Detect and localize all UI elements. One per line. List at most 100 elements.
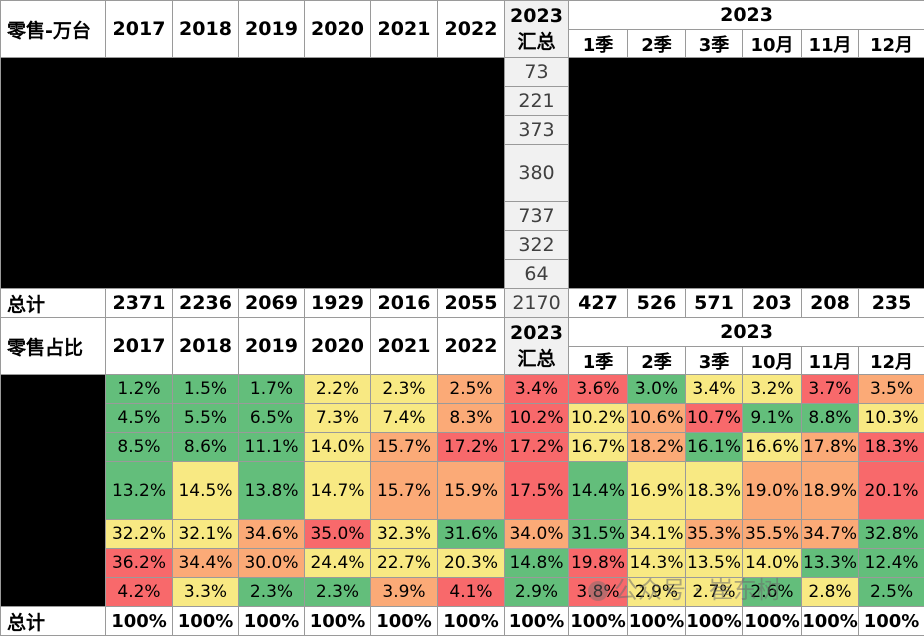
volume-period-header: 10月 [743, 30, 802, 58]
volume-total-summary: 2170 [505, 289, 569, 318]
share-year-header: 2020 [305, 318, 371, 375]
volume-period-header: 3季 [686, 30, 743, 58]
share-year-header: 2018 [173, 318, 239, 375]
share-cell: 24.4% [305, 549, 371, 578]
summary-value: 73 [505, 58, 569, 87]
share-cell: 15.7% [371, 433, 438, 462]
share-total-value: 100% [743, 607, 802, 636]
volume-period-header: 1季 [569, 30, 628, 58]
share-cell: 1.7% [239, 375, 305, 404]
share-cell: 10.2% [569, 404, 628, 433]
share-cell: 2.3% [239, 578, 305, 607]
share-cell: 31.5% [569, 520, 628, 549]
share-cell: 14.3% [628, 549, 686, 578]
share-cell: 18.3% [859, 433, 924, 462]
share-cell: 13.5% [686, 549, 743, 578]
share-total-value: 100% [438, 607, 505, 636]
volume-year-header: 2020 [305, 1, 371, 58]
share-cell: 13.2% [106, 462, 173, 520]
volume-total-row: 总计 2371 2236 2069 1929 2016 2055 2170 42… [1, 289, 924, 318]
share-cell: 32.3% [371, 520, 438, 549]
share-cell: 13.3% [802, 549, 859, 578]
share-cell: 2.3% [305, 578, 371, 607]
share-cell: 3.4% [505, 375, 569, 404]
share-period-header: 1季 [569, 347, 628, 375]
volume-period-header: 11月 [802, 30, 859, 58]
share-cell: 2.6% [743, 578, 802, 607]
share-cell: 35.0% [305, 520, 371, 549]
volume-period-header: 2季 [628, 30, 686, 58]
volume-total-period: 571 [686, 289, 743, 318]
share-cell: 7.4% [371, 404, 438, 433]
share-cell: 14.0% [743, 549, 802, 578]
summary-word: 汇总 [505, 346, 568, 372]
share-cell: 3.8% [569, 578, 628, 607]
summary-value: 221 [505, 87, 569, 116]
share-cell: 3.4% [686, 375, 743, 404]
volume-year-header: 2021 [371, 1, 438, 58]
share-row: 4.2%3.3%2.3%2.3%3.9%4.1%2.9%3.8%2.9%2.7%… [1, 578, 924, 607]
share-row: 1.2%1.5%1.7%2.2%2.3%2.5%3.4%3.6%3.0%3.4%… [1, 375, 924, 404]
share-cell: 9.1% [743, 404, 802, 433]
share-total-value: 100% [106, 607, 173, 636]
share-group-header: 2023 [569, 318, 924, 347]
share-cell: 2.8% [802, 578, 859, 607]
share-total-value: 100% [802, 607, 859, 636]
share-cell: 4.1% [438, 578, 505, 607]
share-cell: 5.5% [173, 404, 239, 433]
share-cell: 34.6% [239, 520, 305, 549]
share-cell: 14.0% [305, 433, 371, 462]
share-cell: 14.5% [173, 462, 239, 520]
share-cell: 34.7% [802, 520, 859, 549]
redacted-label-column [1, 375, 106, 607]
share-cell: 34.4% [173, 549, 239, 578]
share-cell: 34.1% [628, 520, 686, 549]
share-cell: 13.8% [239, 462, 305, 520]
volume-total-value: 2069 [239, 289, 305, 318]
summary-value: 380 [505, 145, 569, 202]
volume-total-period: 526 [628, 289, 686, 318]
share-cell: 17.2% [505, 433, 569, 462]
share-cell: 4.5% [106, 404, 173, 433]
share-cell: 2.5% [859, 578, 924, 607]
share-cell: 12.4% [859, 549, 924, 578]
summary-year: 2023 [505, 320, 568, 346]
share-period-header: 2季 [628, 347, 686, 375]
share-cell: 10.3% [859, 404, 924, 433]
volume-header-row: 零售-万台 2017 2018 2019 2020 2021 2022 2023… [1, 1, 924, 30]
share-cell: 11.1% [239, 433, 305, 462]
share-cell: 18.2% [628, 433, 686, 462]
volume-total-value: 2371 [106, 289, 173, 318]
volume-year-header: 2017 [106, 1, 173, 58]
volume-total-value: 2236 [173, 289, 239, 318]
share-cell: 4.2% [106, 578, 173, 607]
share-period-header: 12月 [859, 347, 924, 375]
share-total-value: 100% [859, 607, 924, 636]
share-cell: 32.2% [106, 520, 173, 549]
share-total-value: 100% [569, 607, 628, 636]
share-cell: 18.9% [802, 462, 859, 520]
share-cell: 32.1% [173, 520, 239, 549]
share-year-header: 2022 [438, 318, 505, 375]
share-cell: 3.0% [628, 375, 686, 404]
share-cell: 3.6% [569, 375, 628, 404]
share-cell: 19.0% [743, 462, 802, 520]
share-total-value: 100% [686, 607, 743, 636]
share-cell: 36.2% [106, 549, 173, 578]
share-cell: 2.2% [305, 375, 371, 404]
share-cell: 20.3% [438, 549, 505, 578]
share-period-header: 10月 [743, 347, 802, 375]
share-cell: 3.7% [802, 375, 859, 404]
share-cell: 14.4% [569, 462, 628, 520]
share-row: 8.5%8.6%11.1%14.0%15.7%17.2%17.2%16.7%18… [1, 433, 924, 462]
volume-section: 零售-万台 2017 2018 2019 2020 2021 2022 2023… [1, 1, 924, 318]
share-cell: 14.8% [505, 549, 569, 578]
volume-total-value: 2055 [438, 289, 505, 318]
share-total-value: 100% [239, 607, 305, 636]
volume-total-period: 427 [569, 289, 628, 318]
share-cell: 3.3% [173, 578, 239, 607]
share-cell: 3.9% [371, 578, 438, 607]
share-cell: 3.2% [743, 375, 802, 404]
share-cell: 8.3% [438, 404, 505, 433]
